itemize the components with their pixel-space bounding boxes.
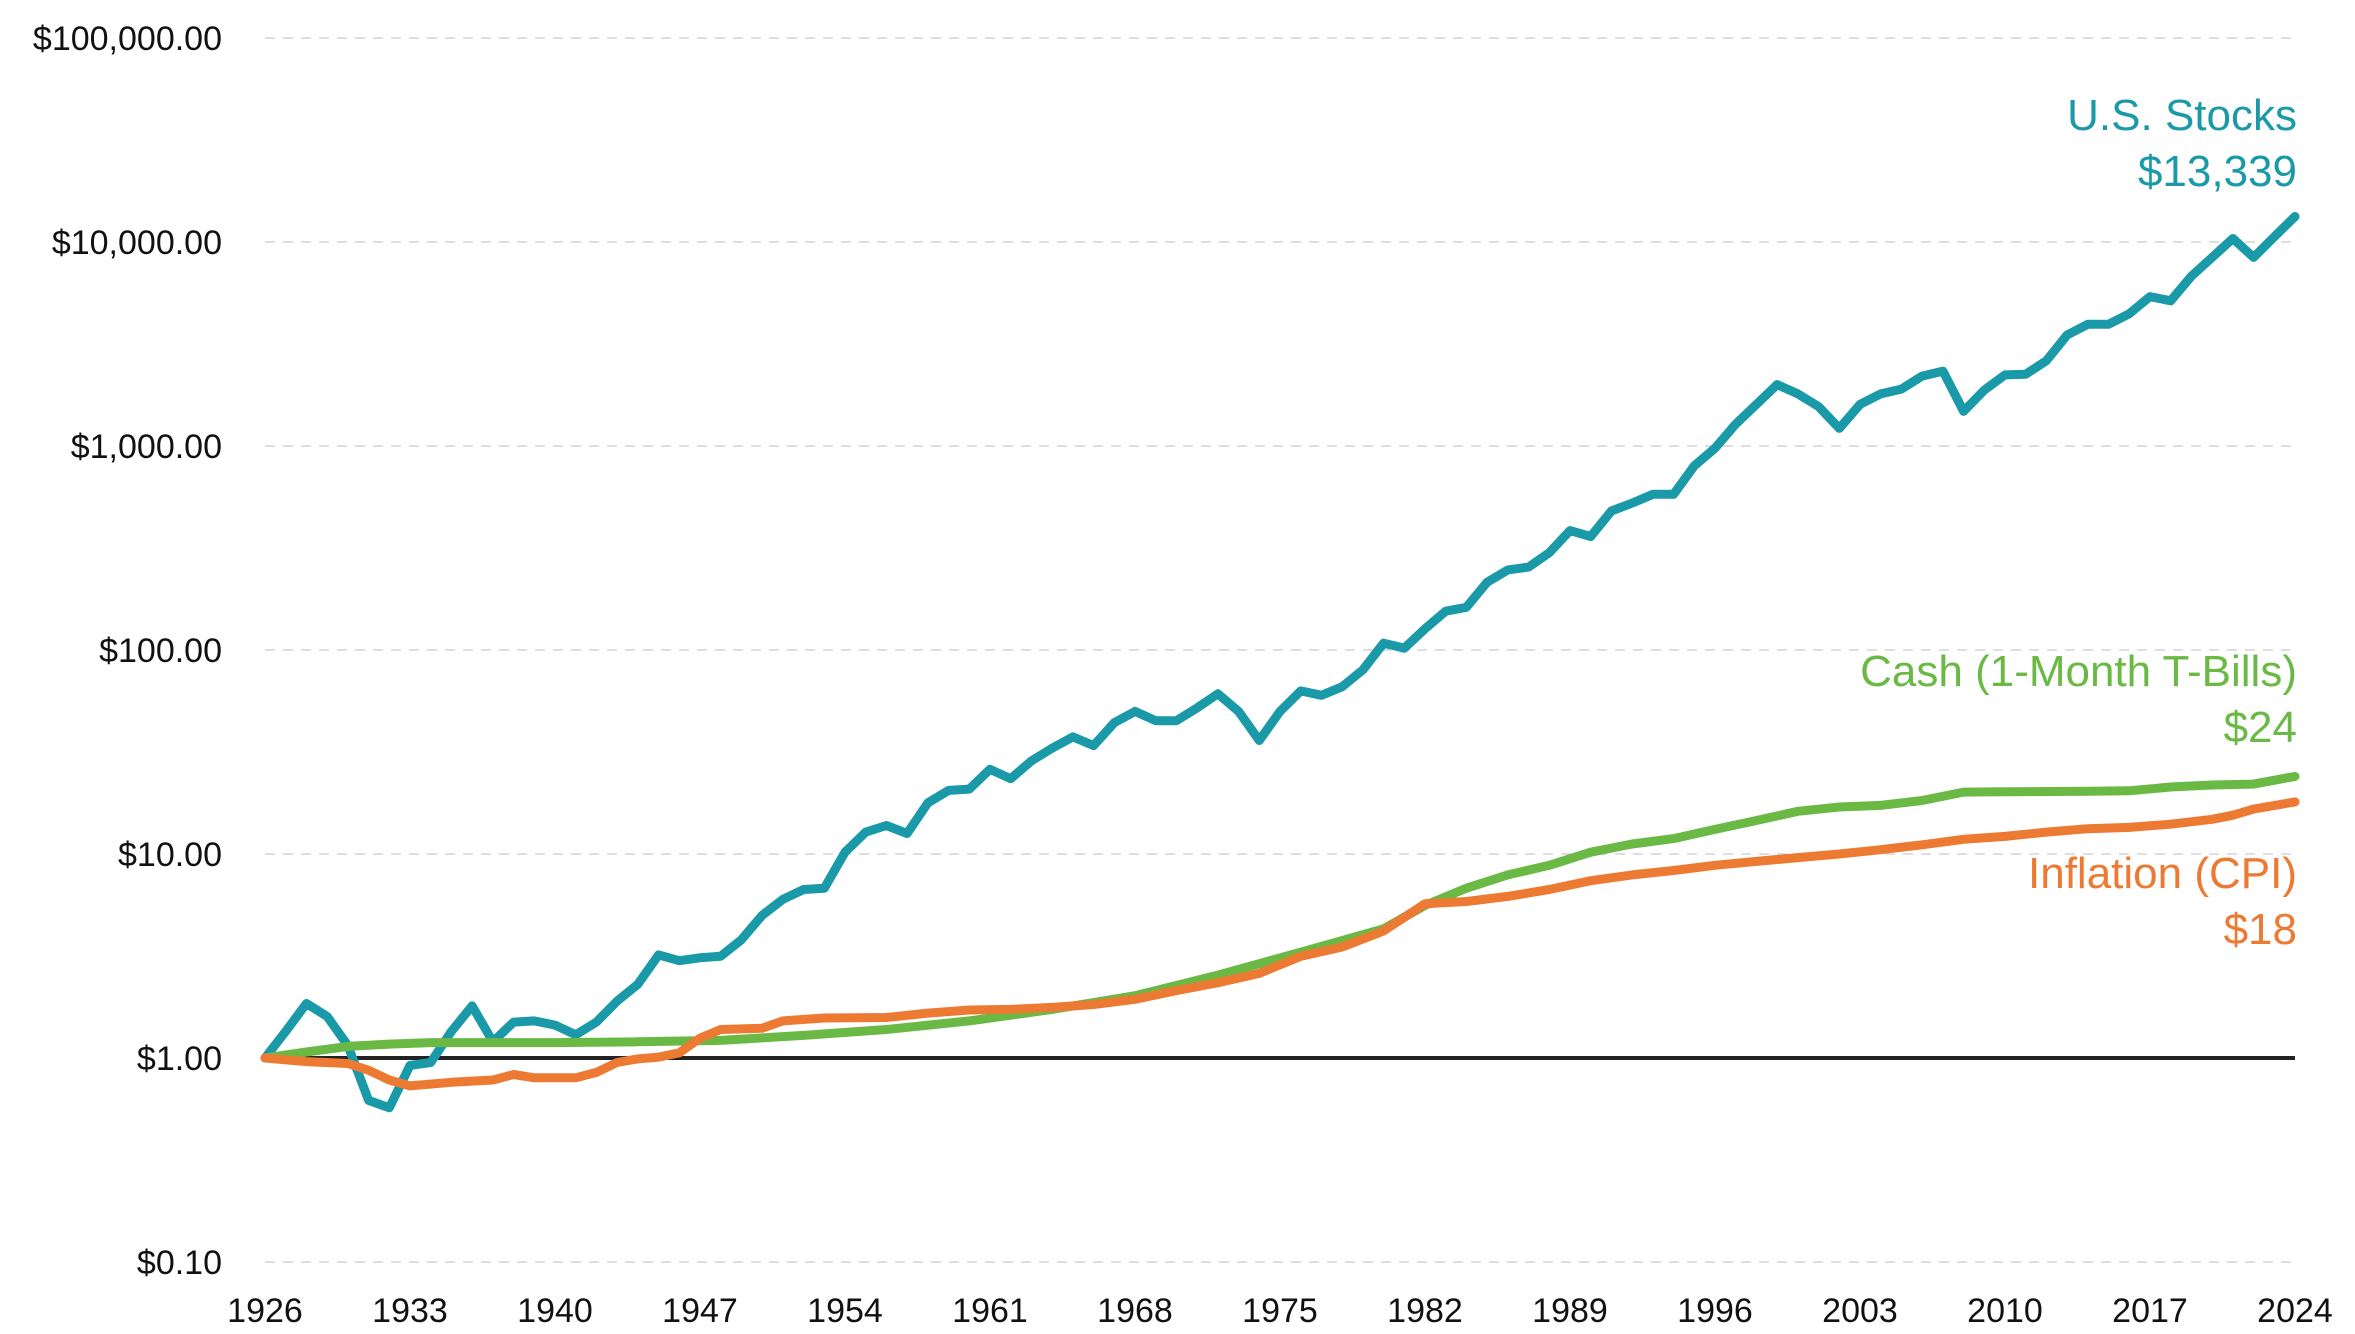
y-tick-label: $1.00 — [137, 1040, 222, 1078]
x-tick-label: 2017 — [2112, 1292, 2188, 1329]
series-end-value-cash-t-bills: $24 — [2224, 703, 2297, 752]
y-tick-label: $100,000.00 — [33, 20, 222, 58]
x-tick-label: 1947 — [662, 1292, 738, 1329]
series-label-cash-t-bills: Cash (1-Month T-Bills) — [1860, 647, 2297, 696]
series-label-us-stocks: U.S. Stocks — [2067, 91, 2297, 140]
y-tick-label: $0.10 — [137, 1244, 222, 1282]
x-tick-label: 1933 — [372, 1292, 448, 1329]
series-line-cash-t-bills — [260, 771, 2300, 1063]
x-tick-label: 1968 — [1097, 1292, 1173, 1329]
x-tick-label: 2010 — [1967, 1292, 2043, 1329]
x-tick-label: 2024 — [2257, 1292, 2333, 1329]
x-tick-label: 1926 — [227, 1292, 303, 1329]
grid-lines — [265, 37, 2295, 1263]
series-direct-labels: U.S. Stocks $13,339 Cash (1-Month T-Bills)… — [1860, 91, 2297, 954]
series-label-inflation-cpi: Inflation (CPI) — [2028, 849, 2297, 898]
series-end-value-us-stocks: $13,339 — [2138, 147, 2297, 196]
y-tick-label: $1,000.00 — [71, 428, 222, 466]
series-line-us-stocks — [260, 212, 2300, 1113]
x-tick-label: 1940 — [517, 1292, 593, 1329]
x-axis-tick-labels: 1926 1933 1940 1947 1954 1961 1968 1975 1982 1989… — [227, 1292, 2333, 1330]
x-tick-label: 1982 — [1387, 1292, 1463, 1329]
x-tick-label: 1961 — [952, 1292, 1028, 1329]
y-tick-label: $100.00 — [99, 632, 222, 670]
y-tick-label: $10,000.00 — [52, 224, 222, 262]
series-lines — [260, 212, 2300, 1113]
y-tick-label: $10.00 — [118, 836, 222, 874]
x-tick-label: 1975 — [1242, 1292, 1318, 1329]
series-end-value-inflation-cpi: $18 — [2224, 905, 2297, 954]
x-tick-label: 1989 — [1532, 1292, 1608, 1329]
y-axis-tick-labels: $100,000.00 $10,000.00 $1,000.00 $100.00 $10… — [33, 20, 222, 1282]
series-line-inflation-cpi — [260, 797, 2300, 1091]
x-tick-label: 2003 — [1822, 1292, 1898, 1329]
x-tick-label: 1996 — [1677, 1292, 1753, 1329]
x-tick-label: 1954 — [807, 1292, 883, 1329]
